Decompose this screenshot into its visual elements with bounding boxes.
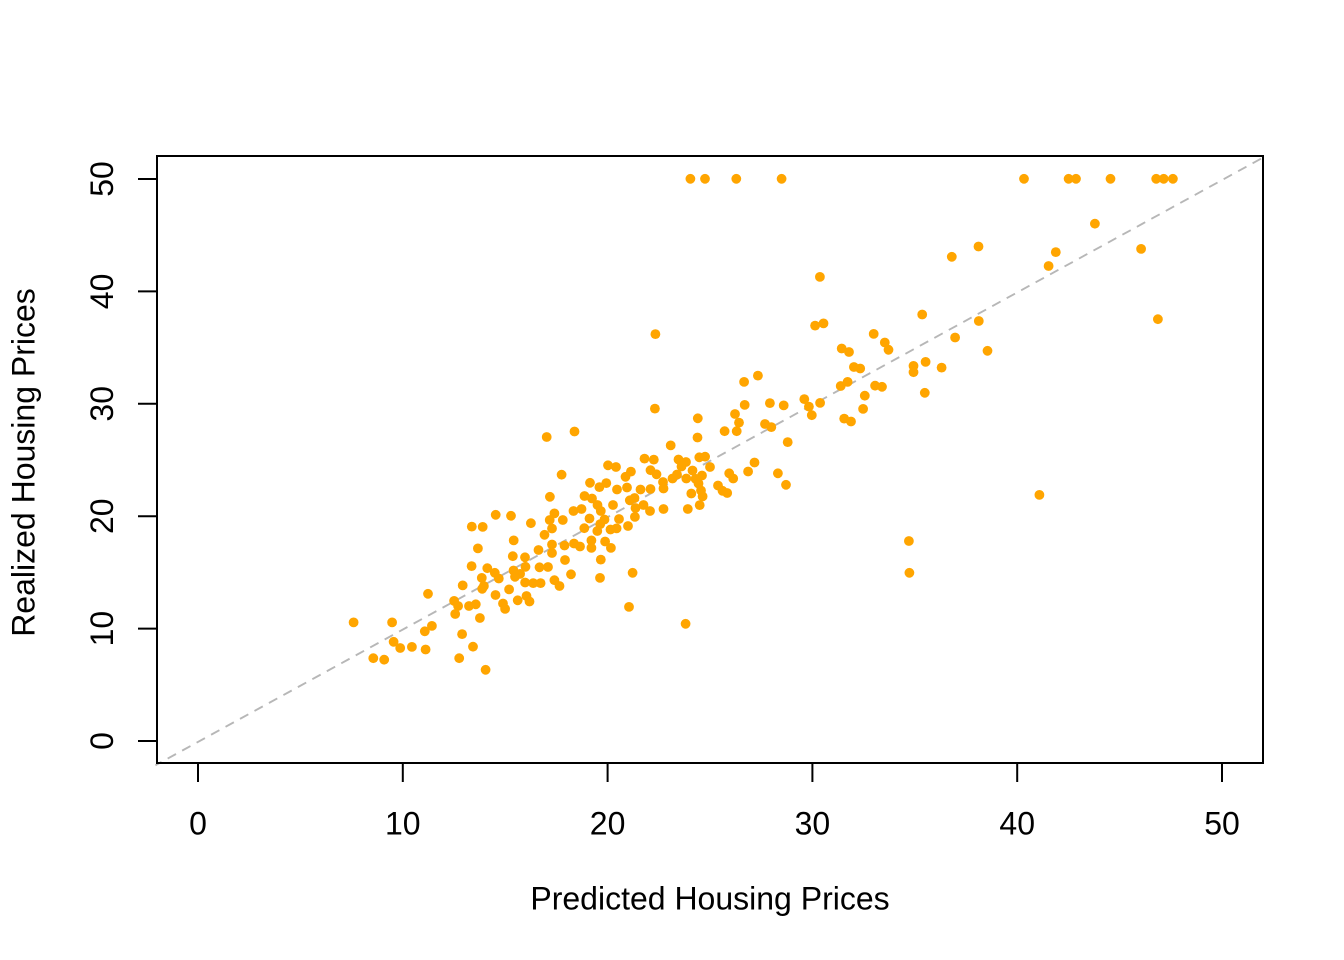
svg-text:40: 40: [999, 806, 1035, 842]
svg-text:0: 0: [84, 732, 120, 750]
svg-text:20: 20: [590, 806, 626, 842]
svg-text:30: 30: [795, 806, 831, 842]
svg-text:Realized Housing Prices: Realized Housing Prices: [6, 288, 42, 637]
svg-text:Predicted Housing Prices: Predicted Housing Prices: [530, 881, 889, 917]
svg-text:10: 10: [84, 611, 120, 647]
svg-text:0: 0: [189, 806, 207, 842]
svg-text:20: 20: [84, 498, 120, 534]
svg-text:30: 30: [84, 386, 120, 422]
svg-text:50: 50: [1204, 806, 1240, 842]
svg-text:40: 40: [84, 274, 120, 310]
svg-text:10: 10: [385, 806, 421, 842]
svg-text:50: 50: [84, 161, 120, 197]
